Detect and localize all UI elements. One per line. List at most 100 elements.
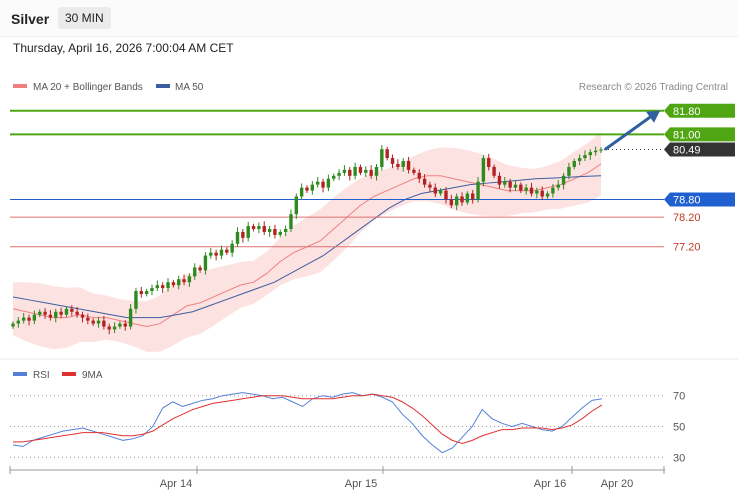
candle-body xyxy=(310,184,315,191)
candle xyxy=(91,318,95,326)
candle xyxy=(16,317,21,328)
candle xyxy=(187,273,192,287)
candle-body xyxy=(497,175,502,185)
candle xyxy=(385,146,389,161)
candle-body xyxy=(369,169,373,176)
interval-button[interactable]: 30 MIN xyxy=(58,7,111,29)
header-bar: Silver 30 MIN xyxy=(0,0,738,37)
candle-body xyxy=(171,282,176,286)
candle-body xyxy=(155,285,160,289)
candle-body xyxy=(358,166,363,173)
candle-body xyxy=(593,150,598,153)
bollinger-bands xyxy=(13,132,601,352)
candle xyxy=(454,193,459,211)
candle xyxy=(492,164,496,179)
candle xyxy=(144,288,149,297)
candle-body xyxy=(177,279,181,286)
rsi-ma-line xyxy=(13,393,603,444)
arrow-shaft xyxy=(604,114,653,151)
candle xyxy=(160,282,165,293)
candle-body xyxy=(577,158,582,162)
candle xyxy=(481,155,486,187)
candle xyxy=(278,229,282,238)
candle-body xyxy=(214,252,218,256)
candle xyxy=(449,194,454,209)
candle xyxy=(267,226,272,237)
candle-body xyxy=(144,291,149,295)
candle-body xyxy=(513,184,518,188)
candle-body xyxy=(364,169,368,173)
candle xyxy=(32,310,37,325)
legend-swatch-bollinger xyxy=(13,84,27,88)
price-levels: 81.80 81.00 80.49 78.80 78.20 77.20 xyxy=(10,103,735,254)
candle-body xyxy=(476,181,480,200)
candle-body xyxy=(91,320,95,324)
level-tag-80.49 xyxy=(664,142,735,157)
candle xyxy=(465,191,470,205)
candle-body xyxy=(412,169,416,173)
candle xyxy=(107,323,111,335)
candle-body xyxy=(396,163,400,167)
x-tick-label: Apr 15 xyxy=(345,478,377,490)
instrument-title: Silver xyxy=(11,11,50,27)
candle-body xyxy=(251,226,256,229)
level-tag-81.80 xyxy=(664,103,735,118)
rsi-tick-label: 30 xyxy=(673,452,685,464)
candle-body xyxy=(326,178,331,188)
candle xyxy=(422,174,427,188)
candle-body xyxy=(112,326,117,330)
level-label-81.80: 81.80 xyxy=(673,106,701,118)
candle-body xyxy=(225,249,229,253)
candle xyxy=(128,304,133,330)
candle-body xyxy=(102,320,106,327)
level-tag-78.80 xyxy=(664,192,735,207)
candle xyxy=(599,147,603,154)
candle-body xyxy=(230,243,234,253)
candle-body xyxy=(380,149,384,167)
candle xyxy=(332,173,336,182)
candle xyxy=(80,311,85,323)
candle xyxy=(294,193,299,219)
candle-body xyxy=(86,317,90,321)
candle xyxy=(551,184,555,198)
candle-body xyxy=(21,317,26,321)
candle xyxy=(321,178,325,193)
candle-body xyxy=(203,255,208,271)
candle-body xyxy=(321,181,325,188)
candle xyxy=(209,247,213,259)
candle-body xyxy=(428,184,432,188)
candle xyxy=(150,284,154,296)
candle xyxy=(503,176,507,188)
candle-body xyxy=(187,276,192,283)
rsi-panel: 70 50 30 xyxy=(10,391,685,464)
candle-body xyxy=(305,187,309,191)
candle-body xyxy=(487,158,491,167)
candle xyxy=(535,187,539,199)
candle xyxy=(412,167,416,176)
candle xyxy=(177,275,181,290)
candle xyxy=(70,305,74,316)
candle xyxy=(380,145,384,171)
candle xyxy=(155,280,160,292)
candle-body xyxy=(75,311,79,315)
candle xyxy=(583,150,587,162)
candle-body xyxy=(535,190,539,194)
candle-body xyxy=(422,178,427,185)
x-axis: Apr 14 Apr 15 Apr 16 Apr 20 xyxy=(9,466,665,490)
candle-body xyxy=(289,214,293,229)
candle xyxy=(476,176,480,203)
candle xyxy=(497,172,502,189)
candle-body xyxy=(519,184,523,191)
candle-body xyxy=(193,267,197,277)
candle xyxy=(193,263,197,280)
candle xyxy=(198,265,202,273)
bollinger-band-area xyxy=(13,132,601,352)
level-label-81.00: 81.00 xyxy=(673,129,701,141)
candle-body xyxy=(508,181,512,188)
legend-rsi: RSI xyxy=(33,370,50,381)
candle xyxy=(315,176,320,188)
candle xyxy=(64,306,69,318)
candle xyxy=(27,314,31,326)
candle xyxy=(48,309,53,321)
